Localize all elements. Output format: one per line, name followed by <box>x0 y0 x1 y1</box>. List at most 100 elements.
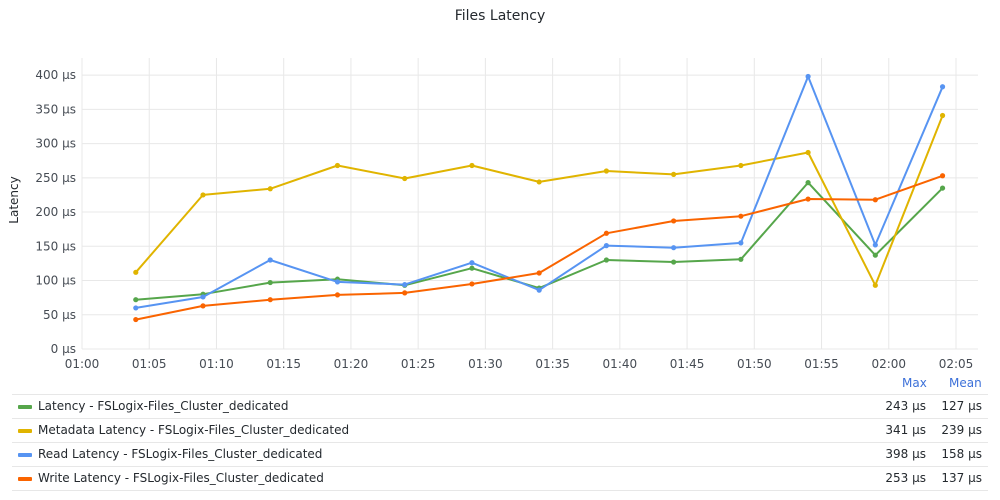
legend-series-mean: 158 µs <box>941 447 982 461</box>
grid-lines <box>81 58 978 350</box>
data-point[interactable] <box>536 270 542 276</box>
x-tick-label: 01:00 <box>65 357 100 371</box>
data-point[interactable] <box>872 197 878 203</box>
legend: Latency - FSLogix-Files_Cluster_dedicate… <box>12 394 988 491</box>
x-tick-label: 01:50 <box>737 357 772 371</box>
y-tick-label: 200 µs <box>35 205 76 219</box>
data-point[interactable] <box>133 305 139 311</box>
legend-series-max: 243 µs <box>885 399 926 413</box>
y-tick-label: 400 µs <box>35 68 76 82</box>
data-point[interactable] <box>872 282 878 288</box>
data-point[interactable] <box>402 282 408 288</box>
data-point[interactable] <box>536 287 542 293</box>
y-axis-label: Latency <box>7 176 21 223</box>
data-point[interactable] <box>603 230 610 236</box>
data-point[interactable] <box>738 256 744 262</box>
data-point[interactable] <box>133 269 139 275</box>
data-point[interactable] <box>469 162 475 169</box>
legend-series-name[interactable]: Write Latency - FSLogix-Files_Cluster_de… <box>38 471 324 485</box>
data-point[interactable] <box>334 162 341 169</box>
y-tick-label: 150 µs <box>35 239 76 253</box>
data-point[interactable] <box>133 297 139 303</box>
data-point[interactable] <box>872 252 878 258</box>
legend-item-metadata-latency[interactable]: Metadata Latency - FSLogix-Files_Cluster… <box>12 419 988 443</box>
data-point[interactable] <box>671 218 677 224</box>
x-tick-label: 01:15 <box>266 357 301 371</box>
data-point[interactable] <box>805 149 811 156</box>
x-tick-label: 01:55 <box>804 357 839 371</box>
data-point[interactable] <box>267 279 273 286</box>
data-point[interactable] <box>939 173 946 179</box>
legend-series-max: 341 µs <box>885 423 926 437</box>
y-tick-label: 0 µs <box>51 342 76 356</box>
data-point[interactable] <box>402 175 408 182</box>
legend-item-latency[interactable]: Latency - FSLogix-Files_Cluster_dedicate… <box>12 394 988 419</box>
data-point[interactable] <box>671 259 677 265</box>
data-point[interactable] <box>334 279 341 285</box>
legend-series-max: 253 µs <box>885 471 926 485</box>
y-axis-ticks: 0 µs 50 µs 100 µs 150 µs 200 µs 250 µs 300 µs 3… <box>35 68 76 356</box>
data-point[interactable] <box>738 162 744 169</box>
legend-series-name[interactable]: Metadata Latency - FSLogix-Files_Cluster… <box>38 423 350 437</box>
data-point[interactable] <box>603 257 610 263</box>
legend-swatch <box>18 405 32 409</box>
data-point[interactable] <box>939 185 946 191</box>
chart-title: Files Latency <box>454 8 546 24</box>
data-point[interactable] <box>334 292 341 298</box>
legend-swatch <box>18 429 32 433</box>
legend-series-max: 398 µs <box>885 447 926 461</box>
legend-series-name[interactable]: Latency - FSLogix-Files_Cluster_dedicate… <box>38 399 289 413</box>
y-tick-label: 300 µs <box>35 137 76 151</box>
legend-series-name[interactable]: Read Latency - FSLogix-Files_Cluster_ded… <box>38 447 323 461</box>
legend-max-header[interactable]: Max <box>902 376 927 390</box>
x-tick-label: 01:10 <box>199 357 234 371</box>
x-tick-label: 01:30 <box>468 357 503 371</box>
data-point[interactable] <box>805 196 811 202</box>
data-point[interactable] <box>267 257 273 263</box>
x-tick-label: 01:40 <box>603 357 638 371</box>
data-point[interactable] <box>200 303 206 309</box>
data-point[interactable] <box>267 186 273 192</box>
data-point[interactable] <box>671 245 677 251</box>
line-chart: 0 µs 50 µs 100 µs 150 µs 200 µs 250 µs 300 µs 3… <box>7 58 978 371</box>
data-point[interactable] <box>267 297 273 303</box>
data-point[interactable] <box>536 179 542 185</box>
data-point[interactable] <box>738 213 744 219</box>
data-point[interactable] <box>200 294 206 300</box>
data-point[interactable] <box>805 73 811 80</box>
legend-series-mean: 137 µs <box>941 471 982 485</box>
legend-item-read-latency[interactable]: Read Latency - FSLogix-Files_Cluster_ded… <box>12 443 988 467</box>
legend-item-write-latency[interactable]: Write Latency - FSLogix-Files_Cluster_de… <box>12 467 988 491</box>
x-tick-label: 01:45 <box>670 357 705 371</box>
data-point[interactable] <box>402 290 408 296</box>
data-point[interactable] <box>200 192 206 198</box>
x-tick-label: 01:20 <box>334 357 369 371</box>
data-point[interactable] <box>738 240 744 246</box>
x-tick-label: 02:05 <box>939 357 974 371</box>
data-point[interactable] <box>133 316 139 323</box>
data-point[interactable] <box>671 171 677 177</box>
data-point[interactable] <box>939 84 946 90</box>
data-point[interactable] <box>469 281 475 287</box>
data-point[interactable] <box>805 180 811 186</box>
x-tick-label: 01:05 <box>132 357 167 371</box>
data-point[interactable] <box>872 242 878 248</box>
x-tick-label: 01:35 <box>535 357 570 371</box>
data-point[interactable] <box>469 265 475 271</box>
legend-series-mean: 239 µs <box>941 423 982 437</box>
y-tick-label: 50 µs <box>43 308 76 322</box>
y-tick-label: 250 µs <box>35 171 76 185</box>
legend-swatch <box>18 453 32 457</box>
legend-mean-header[interactable]: Mean <box>949 376 982 390</box>
x-tick-label: 02:00 <box>871 357 906 371</box>
x-tick-label: 01:25 <box>401 357 436 371</box>
data-point[interactable] <box>469 260 475 266</box>
data-point[interactable] <box>939 112 946 119</box>
data-point[interactable] <box>603 168 610 174</box>
x-axis-ticks: 01:00 01:05 01:10 01:15 01:20 01:25 01:30 01:35… <box>65 357 974 371</box>
y-tick-label: 350 µs <box>35 102 76 116</box>
legend-swatch <box>18 477 32 481</box>
series-lines <box>133 73 946 323</box>
data-point[interactable] <box>603 243 610 249</box>
legend-series-mean: 127 µs <box>941 399 982 413</box>
